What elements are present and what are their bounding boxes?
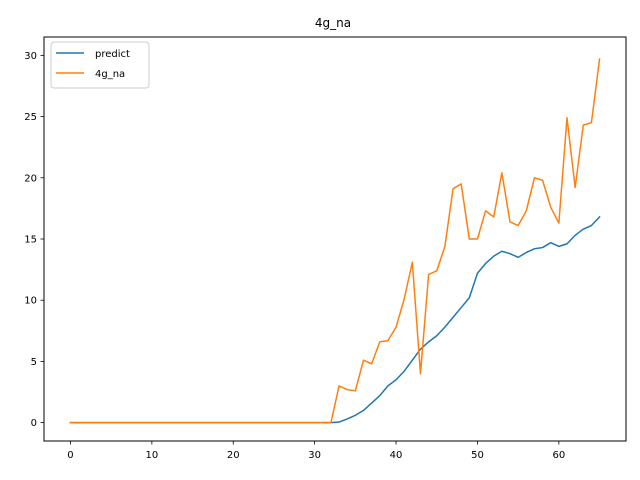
x-tick-label: 40 [390, 450, 403, 461]
y-tick-label: 5 [31, 357, 37, 368]
legend-label-0: predict [95, 49, 130, 60]
x-tick-label: 60 [552, 450, 565, 461]
x-tick-label: 0 [67, 450, 73, 461]
legend-label-1: 4g_na [95, 69, 125, 80]
x-tick-label: 30 [308, 450, 321, 461]
y-tick-label: 25 [24, 112, 37, 123]
y-axis: 0 5 10 15 20 25 30 [24, 51, 44, 429]
x-tick-label: 10 [145, 450, 158, 461]
y-tick-label: 30 [24, 51, 37, 62]
y-tick-label: 15 [24, 235, 37, 246]
x-tick-label: 50 [471, 450, 484, 461]
y-tick-label: 0 [31, 418, 37, 429]
chart-title: 4g_na [315, 16, 351, 30]
legend: predict 4g_na [50, 41, 150, 89]
series-line-1 [69, 58, 601, 424]
x-axis: 0 10 20 30 40 50 60 [67, 441, 565, 461]
y-tick-label: 10 [24, 296, 37, 307]
y-tick-label: 20 [24, 173, 37, 184]
x-tick-label: 20 [227, 450, 240, 461]
series-layer [69, 58, 601, 424]
